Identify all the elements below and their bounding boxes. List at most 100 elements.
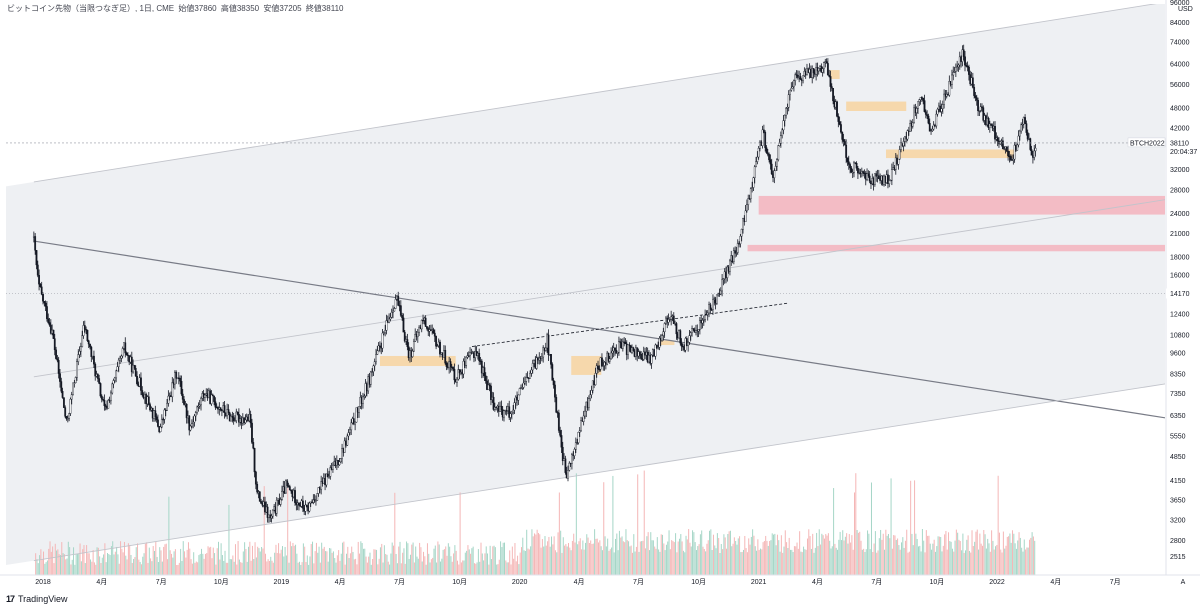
volume-bar (155, 541, 157, 575)
volume-bar (505, 560, 507, 575)
volume-bar (793, 546, 795, 575)
candle-body (36, 264, 39, 276)
volume-bar (766, 540, 768, 575)
volume-bar (122, 552, 124, 575)
candle-body (256, 483, 259, 493)
candle-body (260, 501, 262, 504)
volume-bar (104, 543, 106, 575)
volume-bar (820, 544, 822, 575)
candle-body (369, 371, 372, 385)
crosshair-tag-bg (1166, 288, 1200, 299)
volume-bar (873, 543, 875, 575)
volume-bar (872, 551, 874, 575)
volume-bar (917, 546, 919, 575)
volume-bar (715, 548, 717, 575)
volume-bar (988, 543, 990, 575)
candle-body (889, 179, 892, 182)
candle-body (99, 383, 102, 397)
volume-bar (731, 546, 733, 575)
volume-bars (35, 470, 1036, 575)
volume-bar (460, 562, 462, 575)
candle-body (47, 318, 50, 323)
candle-body (56, 358, 59, 361)
volume-bar (236, 564, 238, 575)
tradingview-footer[interactable]: 17 TradingView (6, 594, 68, 604)
candle-body (66, 418, 69, 420)
candle-body (467, 355, 470, 357)
volume-bar (799, 531, 801, 575)
candle-body (918, 99, 921, 102)
candle-body (223, 405, 226, 413)
volume-bar (660, 534, 662, 575)
volume-bar (178, 562, 180, 575)
volume-bar (823, 538, 825, 575)
volume-bar (261, 546, 263, 575)
volume-bar (229, 559, 231, 575)
volume-bar (970, 552, 972, 575)
candle-body (956, 66, 959, 68)
candle-body (126, 354, 129, 356)
volume-bar (332, 551, 334, 575)
candle-body (913, 107, 915, 124)
candle-body (761, 129, 764, 146)
volume-bar (605, 546, 607, 575)
volume-bar (411, 544, 413, 575)
candle-body (658, 337, 661, 348)
volume-bar (180, 548, 182, 575)
candle-body (695, 330, 697, 333)
volume-bar (809, 536, 811, 575)
candle-body (449, 361, 452, 368)
volume-bar (941, 551, 943, 575)
volume-bar (186, 549, 188, 575)
candle-body (500, 405, 503, 410)
volume-bar (753, 535, 755, 575)
candle-body (1029, 138, 1032, 150)
candle-body (416, 331, 419, 338)
volume-bar (436, 562, 438, 575)
volume-bar (761, 549, 763, 575)
volume-bar (520, 547, 522, 575)
candle-body (393, 308, 396, 312)
time-tick-label: 2021 (751, 579, 767, 586)
volume-bar (278, 543, 280, 575)
volume-bar (886, 535, 888, 575)
volume-bar (677, 541, 679, 575)
candle-body (286, 480, 289, 487)
candle-body (793, 80, 795, 87)
volume-bar (454, 545, 456, 575)
candle-body (234, 420, 236, 422)
volume-bar (890, 478, 892, 575)
volume-bar (426, 543, 428, 575)
candle-body (837, 116, 840, 122)
zone-orange (846, 101, 907, 111)
zone-orange (571, 355, 602, 375)
volume-bar (407, 543, 409, 575)
candle-body (611, 350, 614, 354)
candle-body (258, 491, 261, 502)
candle-body (458, 369, 461, 374)
auto-scale-button[interactable]: A (1181, 579, 1186, 586)
candle-body (422, 320, 424, 322)
volume-bar (966, 539, 968, 575)
volume-bar (353, 559, 355, 575)
volume-bar (847, 543, 849, 575)
candle-body (701, 320, 704, 324)
candle-body (343, 440, 346, 453)
candle-body (732, 250, 735, 262)
volume-bar (62, 553, 64, 575)
volume-bar (335, 562, 337, 575)
volume-bar (544, 536, 546, 575)
candle-body (744, 210, 747, 222)
volume-bar (710, 529, 712, 575)
volume-bar (524, 551, 526, 575)
volume-bar (318, 546, 320, 575)
candle-body (43, 301, 46, 304)
volume-bar (76, 554, 78, 575)
volume-bar (997, 475, 999, 575)
candle-body (751, 187, 754, 189)
volume-bar (689, 542, 691, 575)
candle-body (638, 351, 641, 355)
candle-body (149, 404, 151, 411)
volume-bar (364, 548, 366, 575)
